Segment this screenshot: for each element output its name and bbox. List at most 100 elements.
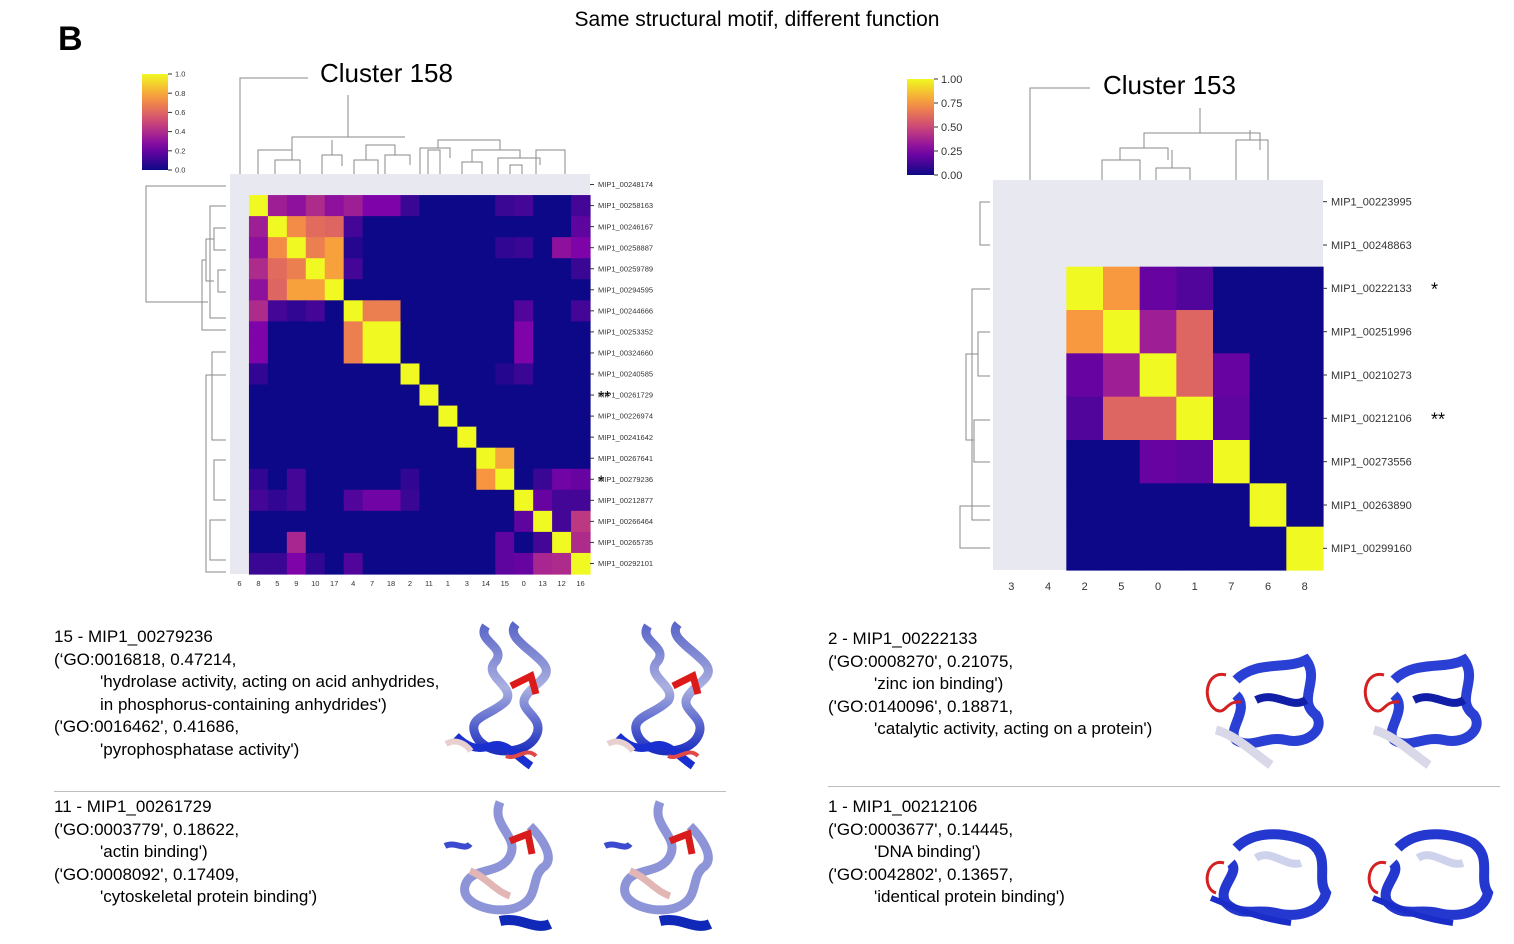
heatmap-cell: [552, 342, 572, 365]
heatmap-cell: [324, 195, 345, 217]
heatmap-cell: [476, 216, 496, 238]
dendrogram-branch: [965, 353, 978, 441]
heatmap-cell: [400, 384, 421, 407]
divider-left: [54, 791, 726, 792]
y-tick-label: MIP1_00294595: [598, 285, 653, 294]
heatmap-cell: [343, 531, 364, 554]
heatmap-cell: [533, 531, 553, 554]
heatmap-cell: [286, 384, 307, 407]
heatmap-cell: [1176, 526, 1214, 571]
significance-marker: *: [598, 473, 604, 490]
annotation-header: 11 - MIP1_00261729: [54, 797, 212, 816]
colorbar-tick-label: 0.6: [175, 108, 185, 117]
dendrogram-branch: [971, 288, 990, 521]
dendrogram-branch: [419, 147, 451, 174]
x-tick-label: 6: [1265, 581, 1271, 593]
heatmap-cell: [571, 279, 591, 301]
x-tick-label: 4: [351, 579, 355, 588]
annotation-line: in phosphorus-containing anhydrides'): [100, 694, 387, 714]
heatmap-cell: [438, 237, 458, 259]
annotation-right-bottom: 1 - MIP1_00212106 ('GO:0003677', 0.14445…: [828, 796, 1065, 909]
heatmap-cell: [362, 363, 383, 386]
heatmap-cell: [1103, 266, 1141, 311]
annotation-line: ('GO:0003677', 0.14445,: [828, 819, 1014, 839]
y-tick-label: MIP1_00212877: [598, 496, 653, 505]
annotation-right-top: 2 - MIP1_00222133 ('GO:0008270', 0.21075…: [828, 628, 1152, 741]
x-tick-label: 18: [387, 579, 395, 588]
annotation-line: 'identical protein binding'): [874, 887, 1065, 907]
heatmap-cell: [362, 258, 383, 280]
heatmap-cell: [457, 195, 477, 217]
y-tick-label: MIP1_00267641: [598, 454, 653, 463]
figure-title: Same structural motif, different functio…: [574, 8, 940, 31]
y-tick-label: MIP1_00292101: [598, 559, 653, 568]
protein-structure-image: [1363, 653, 1482, 769]
heatmap-cell: [400, 237, 421, 259]
heatmap-cell: [476, 258, 496, 280]
heatmap-cell: [419, 258, 440, 280]
y-tick-label: MIP1_00258887: [598, 243, 653, 252]
heatmap-cell: [495, 342, 515, 365]
dendrogram-branch: [471, 149, 521, 162]
x-tick-label: 16: [576, 579, 584, 588]
heatmap-cell: [571, 216, 591, 238]
annotation-line: ('GO:0016462', 0.41686,: [54, 717, 240, 737]
dendrogram-branch: [217, 269, 226, 293]
x-tick-label: 8: [256, 579, 260, 588]
dendrogram-branch: [291, 136, 405, 160]
x-tick-label: 9: [294, 579, 298, 588]
heatmap-cell: [1139, 440, 1177, 484]
heatmap-cell: [305, 426, 326, 449]
colorbar: [142, 74, 168, 170]
heatmap-cell: [438, 216, 458, 238]
x-tick-label: 7: [1228, 581, 1234, 593]
dendrogram-branch: [427, 149, 441, 174]
y-tick-label: MIP1_00244666: [598, 306, 653, 315]
heatmap-cell: [267, 300, 288, 322]
x-tick-label: 4: [1045, 581, 1051, 593]
heatmap-cell: [362, 405, 383, 428]
heatmap-cell: [476, 321, 496, 344]
y-tick-label: MIP1_00261729: [598, 391, 653, 400]
heatmap-cell: [1103, 353, 1141, 398]
dendrogram-branch: [205, 374, 226, 573]
heatmap-cell: [476, 384, 496, 407]
heatmap-cell: [1213, 440, 1251, 484]
cluster-153-heatmap: 3 4 2 5 0 1 7 6 8 MIP1_00223995 MIP1_00248863 MIP1_…: [907, 74, 1445, 593]
protein-structure-image: [443, 800, 553, 931]
heatmap-cell: [1286, 483, 1324, 528]
heatmap-cell: [571, 489, 591, 512]
y-tick-label: MIP1_00248863: [1331, 240, 1412, 252]
heatmap-cell: [552, 531, 572, 554]
x-tick-label: 15: [501, 579, 509, 588]
heatmap-cell: [1103, 526, 1141, 571]
heatmap-cell: [248, 405, 269, 428]
heatmap-cell: [286, 363, 307, 386]
heatmap-cell: [400, 405, 421, 428]
dendrogram-branch: [509, 164, 523, 174]
heatmap-cell: [552, 321, 572, 344]
heatmap-cell: [495, 363, 515, 386]
y-tick-label: MIP1_00210273: [1331, 370, 1412, 382]
heatmap-cell: [1139, 353, 1177, 398]
heatmap-cell: [552, 237, 572, 259]
heatmap-cell: [267, 279, 288, 301]
x-tick-label: 3: [1008, 581, 1014, 593]
heatmap-cell: [381, 363, 402, 386]
heatmap-cell: [476, 237, 496, 259]
y-tick-label: MIP1_00265735: [598, 538, 653, 547]
heatmap-cell: [1176, 483, 1214, 528]
x-tick-label: 2: [408, 579, 412, 588]
heatmap-cell: [1249, 266, 1287, 311]
heatmap-cell: [1286, 310, 1324, 354]
heatmap-cell: [305, 489, 326, 512]
heatmap-cell: [457, 384, 477, 407]
heatmap-cell: [324, 363, 345, 386]
heatmap-cell: [476, 300, 496, 322]
heatmap-cell: [552, 384, 572, 407]
heatmap-cell: [476, 342, 496, 365]
y-tick-label: MIP1_00279236: [598, 475, 653, 484]
heatmap-cell: [286, 447, 307, 470]
heatmap-cell: [286, 405, 307, 428]
heatmap-cell: [514, 300, 534, 322]
